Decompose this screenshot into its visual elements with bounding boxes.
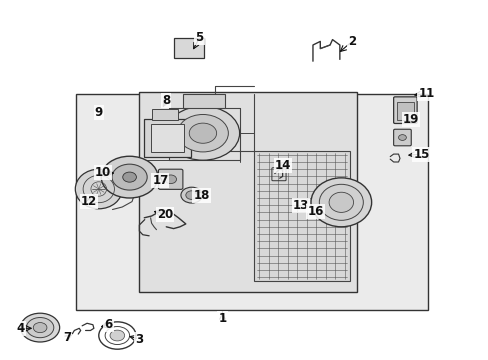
Text: 10: 10 bbox=[94, 166, 111, 179]
Text: 7: 7 bbox=[63, 331, 71, 344]
Ellipse shape bbox=[319, 184, 363, 220]
FancyBboxPatch shape bbox=[151, 109, 178, 120]
FancyBboxPatch shape bbox=[76, 94, 427, 310]
Ellipse shape bbox=[75, 169, 122, 209]
Bar bbox=[254, 151, 349, 281]
FancyBboxPatch shape bbox=[396, 102, 413, 120]
Text: 5: 5 bbox=[195, 31, 203, 44]
Text: 18: 18 bbox=[193, 189, 209, 202]
Text: 4: 4 bbox=[17, 322, 24, 335]
Text: 2: 2 bbox=[347, 35, 355, 48]
FancyBboxPatch shape bbox=[393, 97, 416, 123]
Bar bbox=[183, 94, 224, 108]
Text: 3: 3 bbox=[135, 333, 143, 346]
Text: 8: 8 bbox=[162, 94, 170, 107]
Text: 16: 16 bbox=[306, 205, 323, 218]
Ellipse shape bbox=[20, 313, 60, 342]
FancyBboxPatch shape bbox=[150, 124, 183, 152]
Ellipse shape bbox=[189, 123, 216, 143]
Ellipse shape bbox=[185, 191, 197, 199]
Ellipse shape bbox=[112, 164, 147, 190]
Ellipse shape bbox=[101, 156, 158, 198]
Bar bbox=[173, 38, 203, 58]
Ellipse shape bbox=[328, 192, 353, 212]
Ellipse shape bbox=[122, 172, 136, 182]
Ellipse shape bbox=[177, 114, 228, 152]
Ellipse shape bbox=[166, 106, 239, 160]
Ellipse shape bbox=[26, 318, 54, 338]
Text: 11: 11 bbox=[417, 87, 434, 100]
FancyBboxPatch shape bbox=[144, 119, 190, 157]
Text: 17: 17 bbox=[152, 174, 168, 187]
Text: 9: 9 bbox=[95, 106, 102, 119]
FancyBboxPatch shape bbox=[393, 129, 410, 146]
Text: 13: 13 bbox=[292, 199, 308, 212]
Text: 12: 12 bbox=[81, 195, 97, 208]
FancyBboxPatch shape bbox=[158, 169, 183, 189]
Text: 15: 15 bbox=[412, 148, 429, 161]
FancyBboxPatch shape bbox=[139, 92, 356, 292]
Text: 19: 19 bbox=[402, 113, 418, 126]
Ellipse shape bbox=[33, 323, 47, 333]
Text: 20: 20 bbox=[157, 208, 173, 221]
Ellipse shape bbox=[310, 178, 371, 227]
Ellipse shape bbox=[181, 187, 202, 203]
Ellipse shape bbox=[164, 175, 176, 184]
Text: 6: 6 bbox=[104, 318, 112, 331]
Text: 1: 1 bbox=[218, 312, 226, 325]
Ellipse shape bbox=[398, 135, 406, 140]
Text: 14: 14 bbox=[274, 159, 290, 172]
Ellipse shape bbox=[110, 330, 124, 341]
